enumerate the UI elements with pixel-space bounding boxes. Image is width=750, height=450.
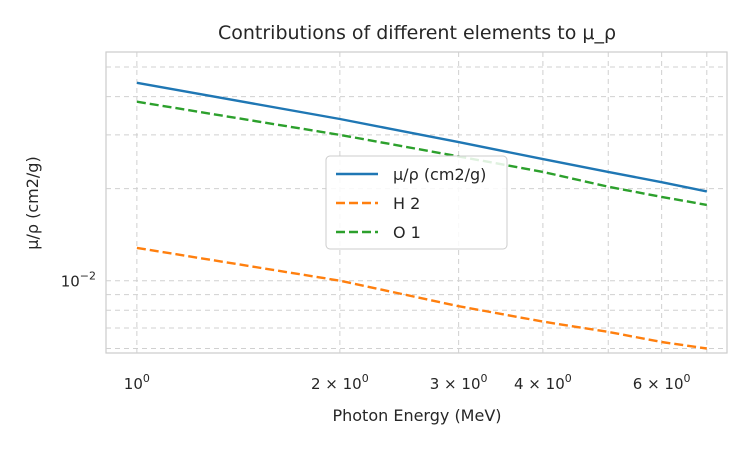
series-layer bbox=[136, 81, 708, 350]
x-tick-label: 4 × 100 bbox=[514, 372, 572, 393]
y-tick-labels: 10−2 bbox=[61, 270, 96, 291]
y-axis-label: μ/ρ (cm2/g) bbox=[23, 156, 42, 249]
series-line-2 bbox=[136, 246, 707, 350]
legend: μ/ρ (cm2/g) H 2 O 1 bbox=[325, 155, 508, 250]
x-tick-label: 100 bbox=[124, 372, 150, 393]
legend-label: μ/ρ (cm2/g) bbox=[393, 165, 486, 184]
x-tick-label: 2 × 100 bbox=[311, 372, 369, 393]
y-tick-label: 10−2 bbox=[61, 270, 96, 291]
x-axis-label: Photon Energy (MeV) bbox=[332, 406, 501, 425]
legend-box bbox=[325, 155, 508, 250]
legend-label: O 1 bbox=[393, 223, 421, 242]
x-tick-label: 3 × 100 bbox=[430, 372, 488, 393]
legend-label: H 2 bbox=[393, 194, 420, 213]
series-line-3 bbox=[136, 100, 708, 207]
series-line-1 bbox=[136, 81, 708, 193]
chart-title: Contributions of different elements to μ… bbox=[218, 22, 616, 44]
x-tick-label: 6 × 100 bbox=[633, 372, 691, 393]
x-tick-labels: 100 2 × 100 3 × 100 4 × 100 6 × 100 bbox=[124, 372, 691, 393]
